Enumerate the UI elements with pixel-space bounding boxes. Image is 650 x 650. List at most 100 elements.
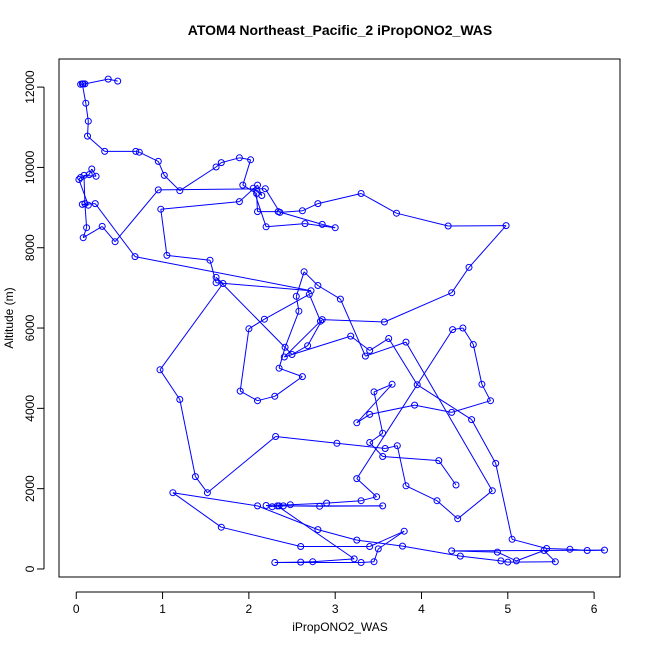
data-point	[357, 559, 365, 566]
data-point	[393, 209, 400, 217]
data-point	[272, 433, 280, 440]
series-line-segment	[295, 271, 305, 297]
data-point	[366, 439, 374, 446]
plot-frame	[58, 58, 621, 578]
data-point	[271, 392, 279, 400]
data-point	[271, 559, 279, 566]
data-point	[374, 545, 382, 553]
data-point	[254, 502, 261, 510]
series-line-segment	[396, 445, 407, 486]
x-tick-label: 3	[332, 602, 339, 616]
series-line-segment	[356, 413, 370, 424]
data-point	[301, 220, 309, 228]
series-line-segment	[82, 225, 103, 239]
data-point	[493, 548, 501, 556]
data-point	[381, 445, 389, 452]
data-point	[350, 555, 358, 563]
series-line-segment	[436, 500, 459, 520]
data-point	[275, 502, 283, 510]
data-point	[402, 482, 410, 490]
series-line-segment	[382, 456, 439, 462]
data-point	[373, 493, 381, 501]
data-point	[280, 353, 288, 361]
series-line-segment	[317, 529, 357, 541]
data-point	[85, 171, 93, 179]
series-line-segment	[317, 285, 341, 300]
series-line-segment	[500, 560, 508, 563]
series-line-segment	[278, 367, 303, 378]
series-line-segment	[252, 188, 267, 227]
x-tick-label: 6	[591, 602, 598, 616]
data-point	[459, 324, 467, 332]
data-point	[82, 99, 90, 107]
data-point	[366, 410, 374, 418]
series-line-segment	[277, 505, 355, 560]
data-point	[487, 397, 494, 405]
series-line-segment	[356, 539, 403, 547]
data-point	[385, 335, 393, 342]
series-line-segment	[278, 347, 286, 369]
x-tick-label: 1	[159, 602, 166, 616]
data-point	[88, 165, 96, 173]
series-line-segment	[221, 526, 301, 547]
data-point	[353, 475, 361, 483]
plot-area	[75, 75, 608, 566]
series-line-segment	[516, 550, 545, 562]
data-point	[78, 80, 86, 88]
series-line-segment	[158, 188, 266, 191]
data-point	[497, 557, 505, 565]
series-line-segment	[284, 335, 351, 358]
series-line-segment	[91, 168, 97, 177]
series-line-segment	[451, 549, 605, 552]
data-point	[370, 388, 378, 396]
x-tick-label: 4	[418, 602, 425, 616]
series-line-segment	[84, 78, 109, 85]
data-point	[314, 200, 322, 208]
series-line-segment	[451, 550, 498, 553]
series-line-segment	[438, 460, 457, 486]
data-point	[402, 338, 410, 346]
data-point	[336, 295, 344, 303]
data-point	[77, 174, 85, 181]
series-line-segment	[451, 267, 470, 293]
data-point	[318, 316, 326, 324]
series-line-segment	[252, 187, 263, 196]
data-point	[400, 527, 408, 535]
data-point	[203, 489, 211, 497]
series-line-segment	[402, 545, 461, 557]
series-line-segment	[416, 384, 472, 421]
series-line-segment	[84, 203, 88, 228]
data-point	[212, 163, 220, 171]
series-line-segment	[472, 344, 483, 385]
data-point	[160, 171, 168, 179]
data-point	[281, 343, 289, 351]
series-line-segment	[388, 338, 418, 385]
series-line-segment	[239, 184, 258, 202]
series-line-segment	[82, 227, 88, 238]
data-point	[304, 342, 312, 350]
series-line-segment	[215, 277, 293, 355]
data-point	[276, 208, 284, 216]
series-line-segment	[460, 555, 501, 562]
data-point	[379, 429, 387, 437]
series-line-segment	[78, 177, 81, 180]
series-line-segment	[114, 189, 159, 243]
data-point	[295, 307, 303, 315]
series-line-segment	[242, 159, 252, 186]
series-line-segment	[339, 298, 366, 357]
y-tick-label: 4000	[23, 395, 37, 422]
series-line-segment	[172, 492, 222, 528]
data-point	[331, 224, 339, 232]
data-point	[307, 287, 315, 295]
series-line-segment	[369, 404, 415, 415]
data-point	[98, 222, 106, 230]
series-line-segment	[356, 383, 393, 424]
data-point	[81, 200, 89, 208]
data-point	[279, 502, 287, 510]
series-line-segment	[159, 283, 224, 371]
series-line-segment	[160, 201, 240, 210]
data-point	[154, 157, 162, 165]
data-point	[84, 201, 92, 209]
series-line-segment	[275, 436, 337, 444]
